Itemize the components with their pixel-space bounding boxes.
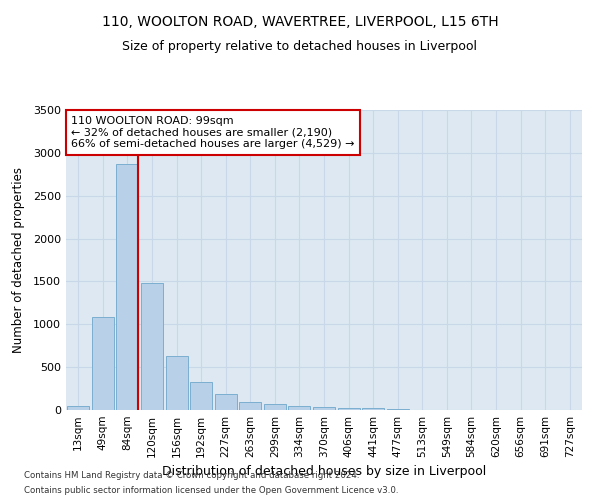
Bar [338,408,359,410]
Bar [239,402,262,410]
Bar [190,382,212,410]
Bar [92,316,114,410]
Bar [289,406,310,410]
Text: 110 WOOLTON ROAD: 99sqm
← 32% of detached houses are smaller (2,190)
66% of semi: 110 WOOLTON ROAD: 99sqm ← 32% of detache… [71,116,355,149]
Text: Contains public sector information licensed under the Open Government Licence v3: Contains public sector information licen… [24,486,398,495]
Bar [141,283,163,410]
Bar [116,164,139,410]
Bar [362,408,384,410]
Bar [166,356,188,410]
X-axis label: Distribution of detached houses by size in Liverpool: Distribution of detached houses by size … [162,466,486,478]
Text: Contains HM Land Registry data © Crown copyright and database right 2024.: Contains HM Land Registry data © Crown c… [24,471,359,480]
Bar [215,394,237,410]
Text: Size of property relative to detached houses in Liverpool: Size of property relative to detached ho… [122,40,478,53]
Y-axis label: Number of detached properties: Number of detached properties [11,167,25,353]
Bar [264,404,286,410]
Bar [67,406,89,410]
Bar [313,407,335,410]
Text: 110, WOOLTON ROAD, WAVERTREE, LIVERPOOL, L15 6TH: 110, WOOLTON ROAD, WAVERTREE, LIVERPOOL,… [101,15,499,29]
